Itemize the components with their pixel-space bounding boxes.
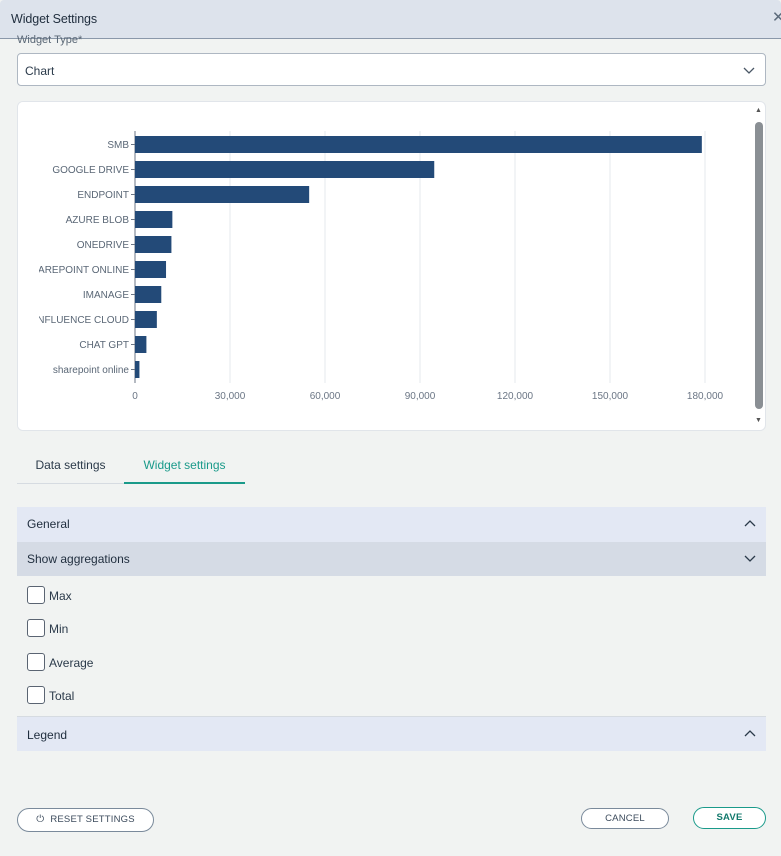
cancel-button[interactable]: CANCEL <box>581 808 669 829</box>
bar-chart: 0 30,000 60,000 90,000 120,000 150,000 180,000… <box>18 102 724 430</box>
checkbox-average-label: Average <box>49 656 94 670</box>
widget-type-value: Chart <box>25 64 55 78</box>
scroll-up-arrow-icon[interactable]: ▲ <box>755 107 762 114</box>
chevron-down-icon <box>743 67 755 74</box>
section-legend[interactable]: Legend <box>17 716 766 751</box>
x-tick-label: 60,000 <box>310 391 341 402</box>
bar <box>135 311 157 328</box>
bar <box>135 286 162 303</box>
dialog-titlebar: Widget Settings ✕ <box>0 0 781 39</box>
chart-scrollbar-thumb[interactable] <box>755 122 763 409</box>
bar <box>135 236 172 253</box>
category-label: ONFLUENCE CLOUD <box>30 315 129 326</box>
chevron-up-icon <box>744 520 756 527</box>
scroll-down-arrow-icon[interactable]: ▼ <box>755 417 762 424</box>
label-clip-mask <box>18 102 39 430</box>
checkbox-min-label: Min <box>49 622 69 636</box>
checkbox-max-label: Max <box>49 589 72 603</box>
bar <box>135 361 140 378</box>
close-icon[interactable]: ✕ <box>772 9 781 26</box>
category-label: ENDPOINT <box>77 190 129 201</box>
reset-settings-label: RESET SETTINGS <box>50 814 135 825</box>
category-label: IAREPOINT ONLINE <box>35 265 129 276</box>
chevron-down-icon <box>744 555 756 562</box>
checkbox-max[interactable] <box>27 586 45 604</box>
section-general-label: General <box>27 517 70 531</box>
category-label: AZURE BLOB <box>66 215 130 226</box>
section-aggregations-label: Show aggregations <box>27 552 130 566</box>
category-label: IMANAGE <box>83 290 129 301</box>
bar <box>135 336 147 353</box>
category-label: SMB <box>107 140 129 151</box>
tab-data-settings[interactable]: Data settings <box>35 458 106 472</box>
checkbox-total-label: Total <box>49 689 75 703</box>
tab-widget-settings[interactable]: Widget settings <box>124 448 245 484</box>
category-label: sharepoint online <box>53 365 130 376</box>
reset-icon: ⏻ <box>36 814 45 825</box>
save-button[interactable]: SAVE <box>693 807 766 829</box>
bar <box>135 136 702 153</box>
x-tick-label: 90,000 <box>405 391 436 402</box>
bar <box>135 186 310 203</box>
category-label: GOOGLE DRIVE <box>52 165 129 176</box>
widget-type-label: Widget Type* <box>17 34 83 46</box>
category-label: ONEDRIVE <box>77 240 130 251</box>
x-tick-label: 0 <box>132 391 138 402</box>
category-label: CHAT GPT <box>79 340 129 351</box>
aggregations-panel: Max Min Average Total <box>17 576 766 716</box>
dialog-title: Widget Settings <box>11 12 98 26</box>
reset-settings-button[interactable]: ⏻ RESET SETTINGS <box>17 808 154 832</box>
x-tick-label: 120,000 <box>497 391 534 402</box>
chart-preview: 0 30,000 60,000 90,000 120,000 150,000 180,000… <box>17 101 766 431</box>
settings-tabs: Data settings Widget settings <box>17 448 245 484</box>
checkbox-min[interactable] <box>27 619 45 637</box>
section-legend-label: Legend <box>27 728 68 742</box>
checkbox-total[interactable] <box>27 686 45 704</box>
section-general[interactable]: General <box>17 507 766 542</box>
x-tick-label: 180,000 <box>687 391 724 402</box>
bar <box>135 161 435 178</box>
widget-type-select[interactable]: Chart <box>17 53 766 86</box>
bar <box>135 261 167 278</box>
x-tick-label: 30,000 <box>215 391 246 402</box>
section-show-aggregations[interactable]: Show aggregations <box>17 542 766 576</box>
chevron-up-icon <box>744 730 756 737</box>
x-tick-label: 150,000 <box>592 391 629 402</box>
bar <box>135 211 173 228</box>
checkbox-average[interactable] <box>27 653 45 671</box>
